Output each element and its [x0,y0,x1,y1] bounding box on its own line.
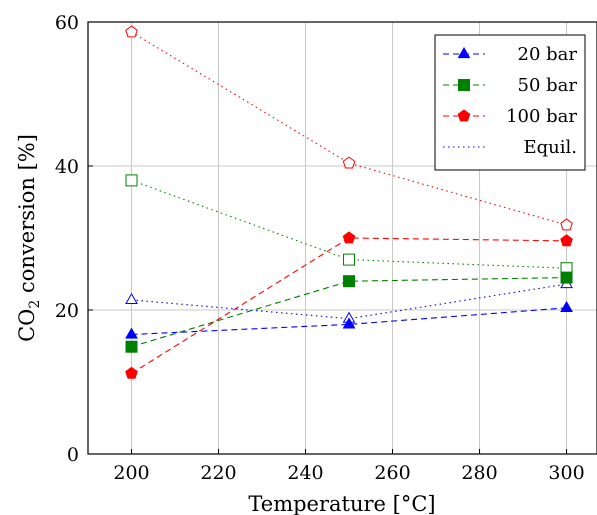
data-point [343,275,356,288]
series-20-bar [125,300,573,339]
data-point [560,271,573,284]
legend-marker [457,46,471,59]
x-tick-label: 220 [200,462,236,484]
legend-marker [457,109,471,122]
equilibrium-point [342,156,356,169]
equilibrium-point [560,218,573,231]
plot-frame [87,21,597,455]
x-tick-label: 200 [113,462,149,484]
x-axis-title: Temperature [°C] [248,492,435,515]
x-tick-label: 280 [461,462,497,484]
equilibrium-point [125,292,138,305]
data-point [342,231,356,244]
legend: 20 bar 50 bar 100 bar Equil. [434,34,586,171]
y-axis-title-suffix: conversion [%] [15,134,39,300]
legend-item: Equil. [443,137,577,158]
data-point [560,300,573,312]
y-tick-label: 0 [67,444,79,466]
series-50-bar [125,271,573,353]
data-point [125,366,138,379]
y-tick-label: 20 [55,300,79,322]
series-line [131,277,567,348]
equilibrium-point [125,174,138,187]
legend-label: 50 bar [518,75,578,96]
x-axis-ticks: 200 220 240 260 280 300 [113,449,585,484]
data-point [125,327,138,339]
x-tick-label: 300 [548,462,584,484]
legend-item: 20 bar [443,44,577,65]
series-line [131,237,567,374]
y-tick-label: 60 [55,12,79,34]
equilibrium-point [125,25,138,38]
legend-item: 50 bar [443,75,577,96]
x-tick-label: 240 [287,462,323,484]
y-tick-label: 40 [55,156,79,178]
y-axis-title-subscript: 2 [27,300,43,309]
legend-label: Equil. [524,137,578,158]
equilibrium-series [125,174,573,275]
y-axis-title: CO2 conversion [%] [15,134,43,342]
series-100-bar [125,231,573,379]
y-axis-title-prefix: CO [15,309,39,342]
legend-marker [458,79,470,91]
series-layer [125,25,573,379]
equilibrium-series [125,25,573,231]
equilibrium-line [131,283,567,320]
x-tick-label: 260 [374,462,410,484]
data-point [560,234,573,247]
data-point [342,317,356,329]
series-line [131,307,567,336]
data-point [125,340,138,353]
legend-label: 100 bar [506,106,577,127]
legend-item: 100 bar [443,106,577,127]
y-axis-ticks: 0 20 40 60 [55,12,93,466]
equilibrium-point [343,253,356,266]
legend-label: 20 bar [518,44,578,65]
